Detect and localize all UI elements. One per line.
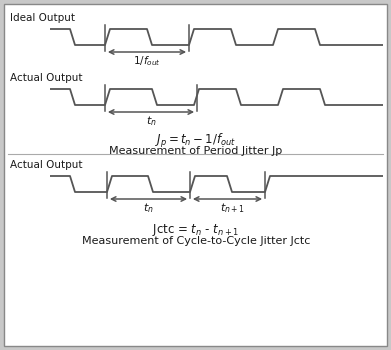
Text: $t_n$: $t_n$ — [145, 114, 156, 128]
Text: Measurement of Cycle-to-Cycle Jitter Jctc: Measurement of Cycle-to-Cycle Jitter Jct… — [82, 236, 310, 246]
Text: Actual Output: Actual Output — [10, 73, 83, 83]
Text: Measurement of Period Jitter Jp: Measurement of Period Jitter Jp — [109, 146, 283, 156]
Text: Actual Output: Actual Output — [10, 160, 83, 170]
Text: $J_p = t_n - 1/ f_{out}$: $J_p = t_n - 1/ f_{out}$ — [155, 132, 237, 150]
Text: $t_n$: $t_n$ — [143, 201, 154, 215]
Text: Ideal Output: Ideal Output — [10, 13, 75, 23]
Text: $1/f_{out}$: $1/f_{out}$ — [133, 54, 161, 68]
Text: $t_{n+1}$: $t_{n+1}$ — [220, 201, 245, 215]
Text: Jctc = $t_n$ - $t_{n+1}$: Jctc = $t_n$ - $t_{n+1}$ — [152, 222, 240, 238]
